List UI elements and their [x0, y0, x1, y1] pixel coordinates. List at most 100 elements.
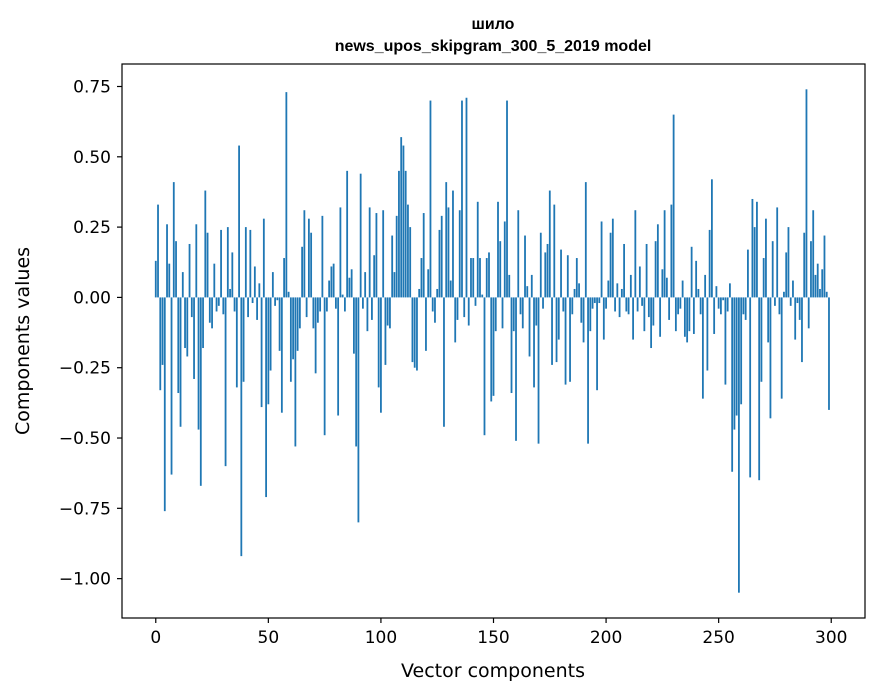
bar — [638, 266, 641, 298]
bar — [186, 297, 189, 357]
bar — [350, 269, 353, 298]
bar — [418, 288, 421, 298]
bar — [280, 297, 283, 413]
bar — [193, 297, 195, 379]
bar — [310, 232, 313, 298]
bar — [816, 263, 819, 298]
bar — [445, 182, 448, 298]
bar — [620, 288, 623, 298]
bar — [634, 210, 637, 298]
bar — [296, 297, 299, 351]
bar — [571, 297, 574, 315]
bar — [337, 297, 340, 416]
bar — [416, 297, 418, 371]
bar — [204, 190, 207, 298]
bar — [819, 288, 821, 298]
bar — [170, 297, 173, 475]
bar — [425, 297, 427, 351]
bar — [573, 288, 576, 298]
bar — [654, 241, 657, 298]
bar — [355, 297, 358, 447]
y-tick-label: 0.75 — [73, 77, 111, 97]
bar — [616, 283, 619, 298]
bar — [515, 297, 517, 441]
bar — [690, 246, 693, 298]
bar — [771, 241, 774, 298]
bar — [670, 204, 673, 298]
bar — [578, 283, 580, 298]
x-tick-label: 0 — [150, 628, 161, 648]
bar — [256, 297, 258, 320]
y-tick-label: 0.50 — [73, 148, 111, 168]
bar — [163, 297, 166, 512]
bar — [580, 297, 583, 323]
bar — [251, 297, 254, 304]
bar — [807, 297, 810, 329]
bar — [431, 297, 434, 312]
bar — [607, 280, 610, 298]
bar — [292, 297, 295, 360]
bar — [199, 297, 202, 486]
bar — [470, 258, 472, 298]
bar — [258, 283, 261, 298]
bar — [733, 297, 736, 430]
y-axis-ticks: −1.00 −0.75 −0.50 −0.25 0.00 0.25 0.50 0.75 — [59, 77, 122, 590]
x-tick-label: 150 — [477, 628, 509, 648]
bar — [704, 274, 707, 298]
bar — [551, 297, 553, 365]
bar — [175, 241, 177, 298]
bar — [537, 297, 540, 444]
bar — [539, 232, 542, 298]
bar — [753, 227, 756, 298]
bar — [533, 297, 535, 388]
bar — [647, 297, 650, 318]
bar — [708, 229, 711, 298]
bar — [429, 100, 432, 298]
chart-title: шило — [472, 16, 515, 33]
bar — [157, 204, 159, 298]
bar — [544, 252, 547, 298]
bar — [742, 297, 745, 315]
x-tick-label: 100 — [365, 628, 397, 648]
bar — [294, 297, 297, 447]
bar — [393, 272, 396, 298]
bar — [413, 297, 416, 368]
bar — [503, 221, 506, 298]
bar — [402, 145, 405, 298]
bar — [717, 297, 720, 309]
bar — [436, 288, 439, 298]
bar — [557, 297, 560, 340]
bar — [371, 297, 373, 320]
bar — [420, 258, 423, 298]
bar — [316, 297, 319, 323]
bar — [366, 297, 369, 332]
bar — [697, 288, 700, 298]
bar — [611, 218, 614, 298]
bar — [562, 297, 565, 312]
bar — [686, 297, 689, 343]
bar — [521, 297, 524, 329]
bar — [211, 297, 213, 329]
bar — [526, 286, 529, 298]
bar — [665, 277, 668, 298]
bar — [828, 297, 830, 410]
bar — [792, 280, 794, 298]
bar — [260, 297, 263, 408]
bar — [542, 297, 544, 309]
bar — [231, 252, 234, 298]
bar — [461, 100, 463, 298]
bar — [427, 269, 430, 298]
bar — [359, 173, 362, 298]
bar — [247, 297, 249, 318]
bar — [346, 170, 349, 298]
bar — [715, 286, 718, 298]
bar — [674, 297, 677, 332]
bar — [298, 297, 301, 329]
bar — [519, 297, 522, 315]
bars-group — [154, 89, 830, 593]
bar — [166, 224, 168, 298]
bar — [253, 266, 256, 298]
bar — [767, 297, 770, 343]
bar — [220, 229, 222, 298]
bar — [659, 297, 662, 337]
